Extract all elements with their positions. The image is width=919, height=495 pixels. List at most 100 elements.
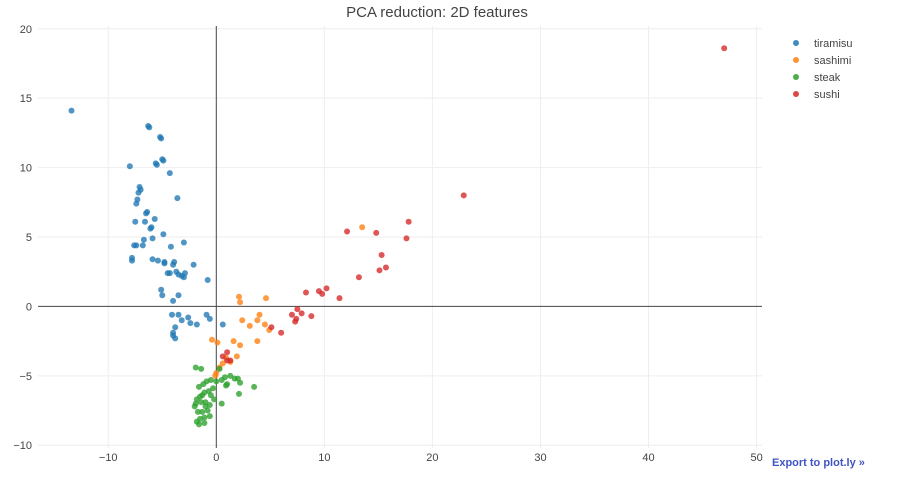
tiramisu-point[interactable] <box>161 260 168 267</box>
sushi-point[interactable] <box>302 289 309 296</box>
sushi-point[interactable] <box>308 313 315 320</box>
steak-point[interactable] <box>201 420 208 427</box>
sashimi-point[interactable] <box>359 224 366 231</box>
tiramisu-point[interactable] <box>170 297 177 304</box>
steak-point[interactable] <box>237 379 244 386</box>
sushi-point[interactable] <box>373 229 380 236</box>
tiramisu-point[interactable] <box>175 311 182 318</box>
steak-point[interactable] <box>194 408 201 415</box>
tiramisu-point[interactable] <box>149 256 156 263</box>
legend-item-tiramisu[interactable]: tiramisu <box>793 38 853 50</box>
tiramisu-point[interactable] <box>203 311 210 318</box>
sashimi-point[interactable] <box>208 336 215 343</box>
legend-item-steak[interactable]: steak <box>793 72 841 84</box>
sushi-point[interactable] <box>460 192 467 199</box>
tiramisu-point[interactable] <box>158 286 165 293</box>
sashimi-point[interactable] <box>214 339 221 346</box>
tiramisu-point[interactable] <box>158 135 165 142</box>
tiramisu-point[interactable] <box>168 311 175 318</box>
tiramisu-point[interactable] <box>133 200 140 207</box>
steak-point[interactable] <box>216 365 223 372</box>
tiramisu-point[interactable] <box>219 321 226 328</box>
tiramisu-point[interactable] <box>204 277 211 284</box>
sushi-point[interactable] <box>224 349 231 356</box>
legend-item-sashimi[interactable]: sashimi <box>793 55 851 67</box>
legend[interactable]: tiramisu sashimi steak sushi <box>793 38 853 101</box>
steak-point[interactable] <box>223 382 230 389</box>
sashimi-point[interactable] <box>219 360 226 367</box>
sushi-point[interactable] <box>355 274 362 281</box>
sushi-point[interactable] <box>292 318 299 325</box>
steak-point[interactable] <box>196 421 203 428</box>
tiramisu-point[interactable] <box>166 170 173 177</box>
sashimi-point[interactable] <box>237 342 244 349</box>
series-tiramisu[interactable] <box>68 107 226 342</box>
tiramisu-point[interactable] <box>193 321 200 328</box>
sushi-point[interactable] <box>336 295 343 302</box>
sushi-point[interactable] <box>227 357 234 364</box>
tiramisu-point[interactable] <box>175 292 182 299</box>
steak-point[interactable] <box>213 378 220 385</box>
tiramisu-point[interactable] <box>132 218 139 225</box>
tiramisu-point[interactable] <box>126 163 133 170</box>
tiramisu-point[interactable] <box>139 242 146 249</box>
tiramisu-point[interactable] <box>206 315 213 322</box>
steak-point[interactable] <box>235 390 242 397</box>
tiramisu-point[interactable] <box>164 270 171 277</box>
sushi-point[interactable] <box>278 329 285 336</box>
steak-point[interactable] <box>196 383 203 390</box>
sashimi-point[interactable] <box>235 293 242 300</box>
sashimi-point[interactable] <box>239 317 246 324</box>
steak-point[interactable] <box>227 372 234 379</box>
series-sashimi[interactable] <box>208 224 366 379</box>
steak-point[interactable] <box>207 392 214 399</box>
sushi-point[interactable] <box>344 228 351 235</box>
steak-point[interactable] <box>218 400 225 407</box>
sushi-point[interactable] <box>219 353 226 360</box>
steak-point[interactable] <box>198 399 205 406</box>
sushi-point[interactable] <box>268 324 275 331</box>
steak-point[interactable] <box>192 364 199 371</box>
steak-point[interactable] <box>204 407 211 414</box>
tiramisu-point[interactable] <box>68 107 75 114</box>
tiramisu-point[interactable] <box>172 335 179 342</box>
tiramisu-point[interactable] <box>180 239 187 246</box>
tiramisu-point[interactable] <box>172 324 179 331</box>
sashimi-point[interactable] <box>230 338 237 345</box>
sushi-point[interactable] <box>378 252 385 259</box>
steak-point[interactable] <box>198 365 205 372</box>
steak-point[interactable] <box>199 408 206 415</box>
sashimi-point[interactable] <box>212 372 219 379</box>
sushi-point[interactable] <box>294 306 301 313</box>
tiramisu-point[interactable] <box>174 195 181 202</box>
tiramisu-point[interactable] <box>159 292 166 299</box>
steak-point[interactable] <box>191 403 198 410</box>
tiramisu-point[interactable] <box>129 257 136 264</box>
sushi-point[interactable] <box>403 235 410 242</box>
steak-point[interactable] <box>251 383 258 390</box>
sushi-point[interactable] <box>319 290 326 297</box>
sushi-point[interactable] <box>376 267 383 274</box>
tiramisu-point[interactable] <box>187 320 194 327</box>
sashimi-point[interactable] <box>263 295 270 302</box>
sushi-point[interactable] <box>288 311 295 318</box>
sushi-point[interactable] <box>298 310 305 317</box>
export-to-plotly-link[interactable]: Export to plot.ly » <box>772 457 865 469</box>
tiramisu-point[interactable] <box>190 261 197 268</box>
steak-point[interactable] <box>206 413 213 420</box>
tiramisu-point[interactable] <box>175 271 182 278</box>
tiramisu-point[interactable] <box>167 243 174 250</box>
tiramisu-point[interactable] <box>147 225 154 232</box>
tiramisu-point[interactable] <box>160 231 167 238</box>
sushi-point[interactable] <box>721 45 728 52</box>
sashimi-point[interactable] <box>256 311 263 318</box>
tiramisu-point[interactable] <box>141 218 148 225</box>
tiramisu-point[interactable] <box>146 124 153 131</box>
sushi-point[interactable] <box>382 264 389 271</box>
sashimi-point[interactable] <box>246 322 253 329</box>
sushi-point[interactable] <box>323 285 330 292</box>
tiramisu-point[interactable] <box>151 215 158 222</box>
steak-point[interactable] <box>210 385 217 392</box>
tiramisu-point[interactable] <box>170 261 177 268</box>
